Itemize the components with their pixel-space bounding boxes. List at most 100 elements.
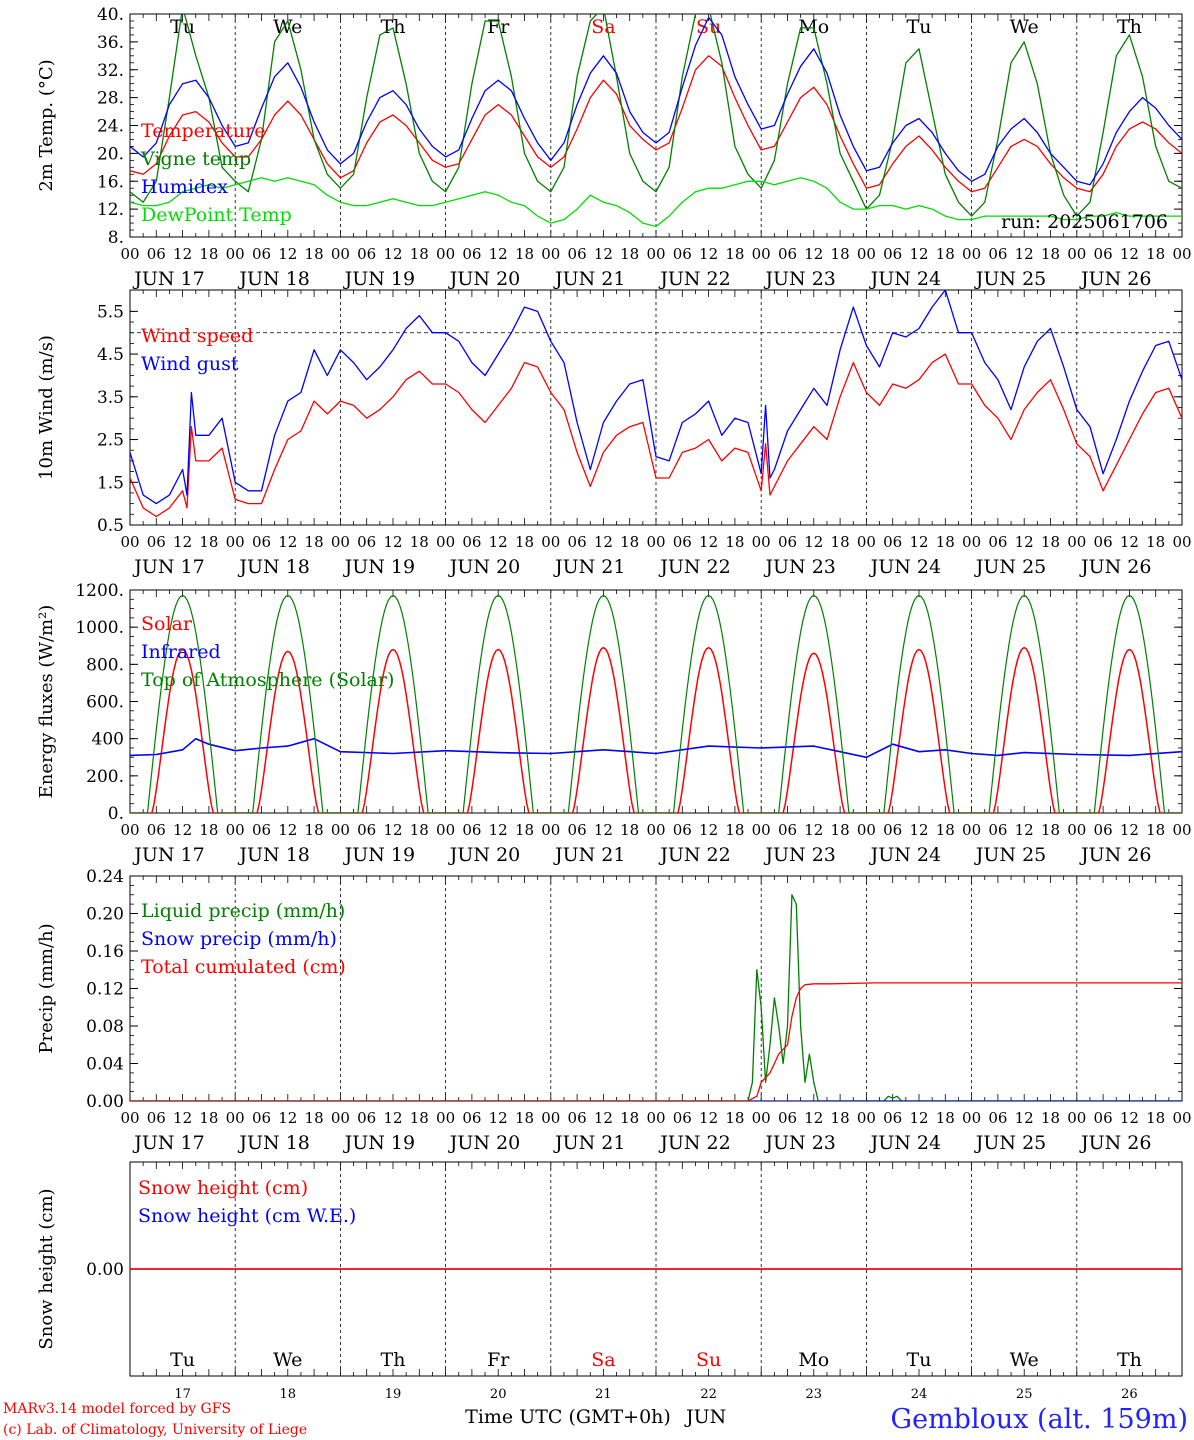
y-tick-label: 16. [97,172,124,192]
y-axis-label: Precip (mm/h) [36,923,57,1053]
hour-label: 18 [725,821,744,839]
hour-label: 06 [462,1109,481,1127]
day-label: JUN 26 [1079,844,1151,866]
hour-label: 12 [489,245,508,263]
hour-label: 12 [489,533,508,551]
hour-label: 18 [1146,245,1165,263]
series-top-of-atmosphere-solar [130,594,1182,813]
hour-label: 06 [778,245,797,263]
hour-label: 12 [173,821,192,839]
hour-label: 18 [831,1109,850,1127]
hour-label: 00 [541,1109,560,1127]
hour-label: 00 [1172,245,1191,263]
hour-label: 00 [331,245,350,263]
hour-label: 18 [936,821,955,839]
hour-label: 18 [725,1109,744,1127]
weekday-label: Mo [798,16,829,38]
hour-label: 12 [278,533,297,551]
series-group [130,14,1182,228]
footer-model: MARv3.14 model forced by GFS [3,1401,231,1417]
hour-label: 00 [120,533,139,551]
day-label: JUN 23 [763,556,835,578]
hour-label: 18 [725,533,744,551]
hour-label: 00 [541,533,560,551]
hour-label: 00 [226,821,245,839]
hour-label: 12 [383,1109,402,1127]
hour-label: 06 [357,533,376,551]
x-axis-title: Time UTC (GMT+0h) [465,1406,671,1428]
y-tick-label: 24. [97,117,124,137]
y-tick-label: 0.00 [86,1260,124,1280]
x-axis-month: JUN [684,1406,726,1428]
hour-label: 12 [383,533,402,551]
weekday-label: We [273,16,302,38]
hour-label: 06 [357,245,376,263]
hour-label: 00 [1172,821,1191,839]
day-label: JUN 23 [763,268,835,290]
day-label: JUN 17 [132,1132,204,1154]
hour-label: 00 [120,245,139,263]
y-tick-label: 200. [86,767,124,787]
hour-label: 06 [1094,1109,1113,1127]
hour-label: 18 [410,821,429,839]
hour-label: 06 [883,245,902,263]
weekday-label: Sa [591,16,615,38]
panel-5: 0.00 Snow height (cm) Tu We Th Fr Sa Su Mo Tu We Th… [36,1161,1183,1402]
y-tick-label: 1000. [75,618,124,638]
y-tick-label: 0.20 [86,905,124,925]
hour-label: 18 [936,245,955,263]
y-tick-label: 0.5 [97,516,124,536]
hour-label: 12 [278,821,297,839]
hour-label: 06 [462,245,481,263]
day-number-label: 24 [911,1387,928,1402]
hour-label: 06 [147,821,166,839]
day-number-label: 18 [280,1387,297,1402]
hour-label: 12 [909,1109,928,1127]
series-humidex [130,16,1182,186]
hour-label: 12 [1015,1109,1034,1127]
day-label: JUN 18 [237,844,309,866]
hour-label: 00 [436,821,455,839]
hour-label: 18 [831,533,850,551]
day-label: JUN 17 [132,556,204,578]
weekday-label: Su [696,1349,721,1371]
legend-snow-precip-mm-h: Snow precip (mm/h) [141,928,337,950]
hour-label: 06 [252,245,271,263]
panel-1: 8. 12. 16. 20. 24. 28. 32. 36. 40. 2m Temp. (°C) 0… [36,5,1192,290]
hour-label: 18 [1041,245,1060,263]
weekday-label: Tu [907,1349,932,1371]
hour-label: 06 [673,821,692,839]
hour-label: 00 [646,821,665,839]
hour-label: 18 [305,533,324,551]
day-label: JUN 24 [869,1132,941,1154]
day-label: JUN 23 [763,844,835,866]
legend-infrared: Infrared [141,641,221,663]
day-label: JUN 22 [658,1132,730,1154]
hour-label: 12 [594,533,613,551]
hour-label: 06 [988,1109,1007,1127]
hour-label: 00 [646,245,665,263]
hour-label: 06 [988,821,1007,839]
y-tick-label: 32. [97,61,124,81]
y-tick-label: 2.5 [97,431,124,451]
hour-label: 00 [331,821,350,839]
hour-label: 18 [305,821,324,839]
y-axis-label: Snow height (cm) [36,1188,57,1349]
weekday-label: Th [1117,1349,1142,1371]
y-tick-label: 0.08 [86,1017,124,1037]
legend-wind-speed: Wind speed [141,325,253,347]
hour-label: 12 [173,245,192,263]
hour-label: 06 [778,1109,797,1127]
day-label: JUN 21 [553,844,625,866]
series-total-cumulated-cm [130,982,1182,1101]
day-label: JUN 22 [658,844,730,866]
hour-label: 12 [489,821,508,839]
hour-label: 06 [673,245,692,263]
day-label: JUN 21 [553,268,625,290]
weekday-label: Tu [907,16,932,38]
hour-label: 06 [252,533,271,551]
hour-label: 18 [199,533,218,551]
y-tick-label: 8. [108,228,124,248]
hour-label: 06 [988,245,1007,263]
day-label: JUN 26 [1079,1132,1151,1154]
